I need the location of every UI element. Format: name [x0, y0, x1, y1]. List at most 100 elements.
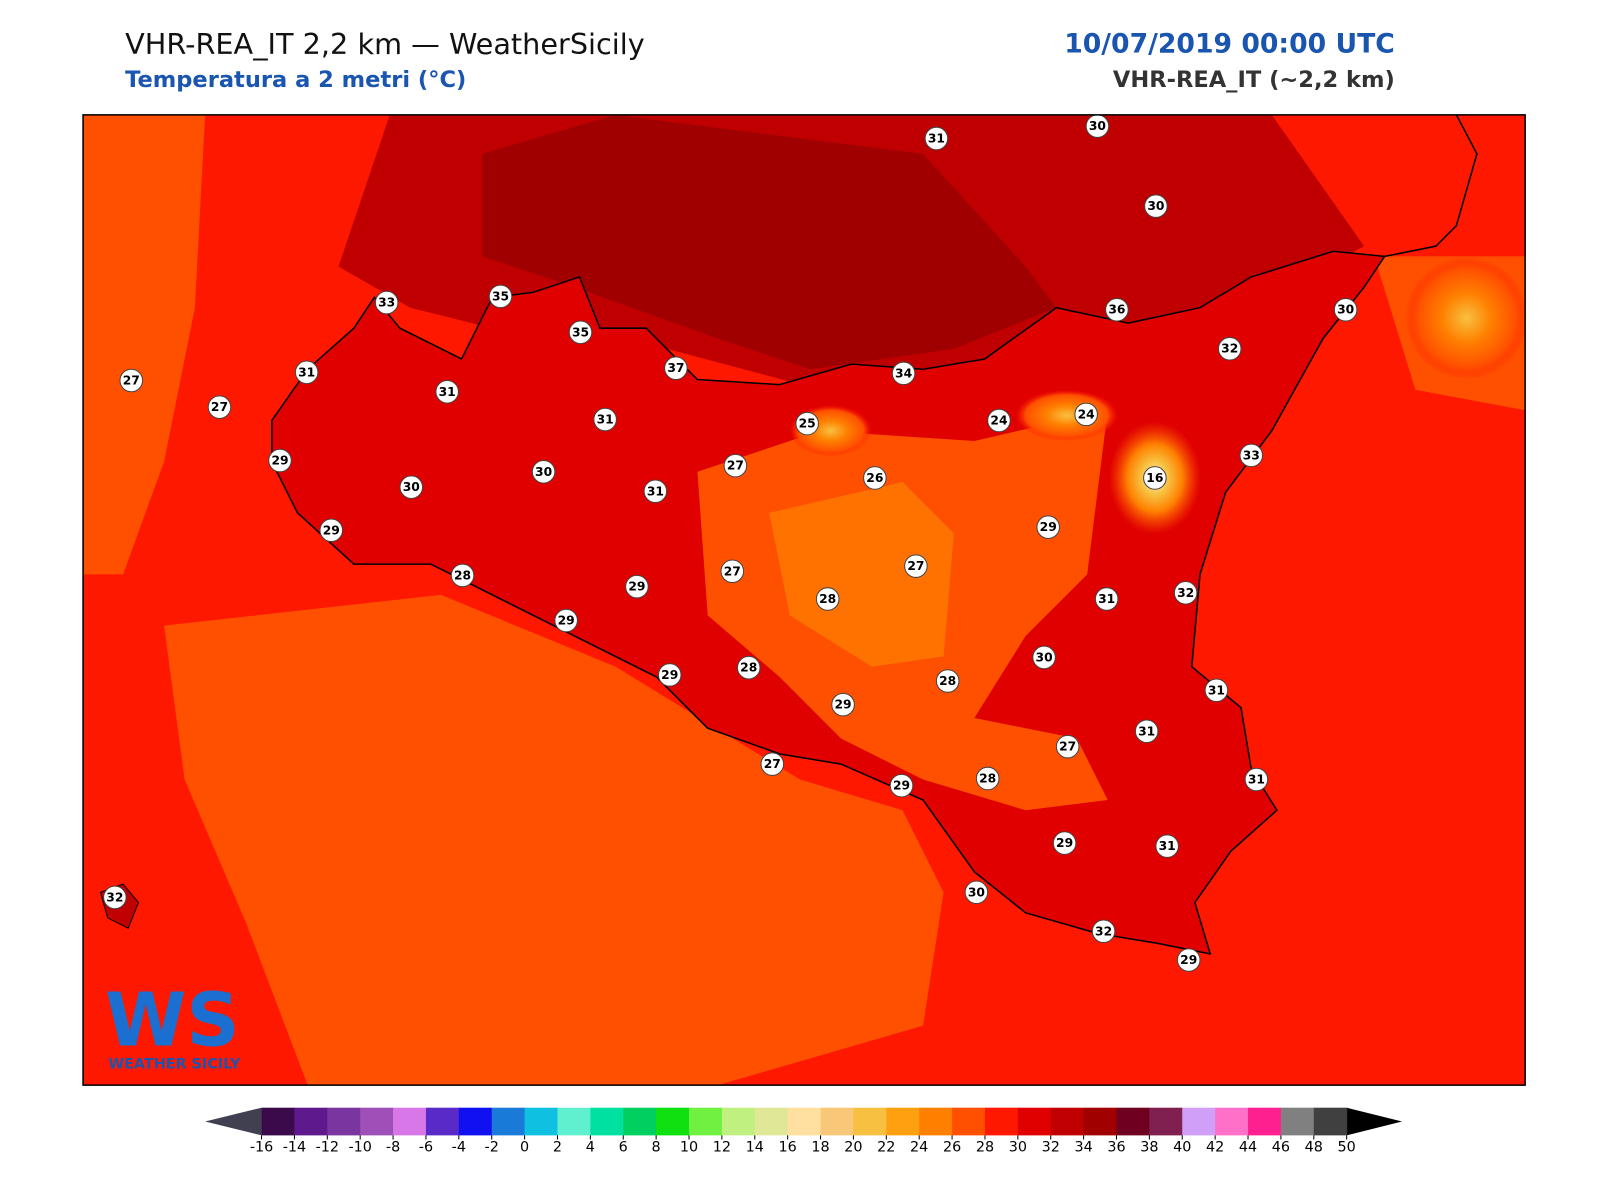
- station-marker: [664, 356, 688, 380]
- colorbar-bin: [919, 1107, 953, 1136]
- station-value: 28: [979, 771, 996, 785]
- station: 31: [1204, 678, 1229, 703]
- station-value: 29: [558, 614, 575, 628]
- station-value: 29: [1040, 520, 1057, 534]
- colorbar-tick-label: 2: [553, 1140, 562, 1156]
- station: 27: [119, 368, 144, 393]
- station-marker: [720, 559, 745, 584]
- station-value: 27: [907, 559, 924, 573]
- station: 30: [531, 460, 556, 484]
- station-marker: [831, 692, 855, 717]
- station-value: 31: [439, 385, 456, 399]
- station-value: 28: [819, 592, 836, 606]
- station-marker: [450, 563, 475, 588]
- colorbar-bin: [524, 1107, 558, 1136]
- station: 30: [1333, 297, 1358, 322]
- station: 31: [294, 360, 319, 385]
- station-value: 24: [990, 414, 1007, 428]
- station-marker: [935, 669, 960, 693]
- station: 31: [435, 380, 459, 404]
- station-value: 28: [939, 674, 956, 688]
- colorbar-bin: [1215, 1107, 1249, 1136]
- station: 24: [1074, 402, 1098, 427]
- colorbar-tick-label: 46: [1272, 1140, 1290, 1156]
- station-value: 27: [211, 400, 228, 414]
- station-value: 31: [1159, 839, 1176, 853]
- station: 16: [1143, 466, 1167, 490]
- station: 27: [904, 554, 928, 578]
- colorbar-tick-label: 36: [1107, 1140, 1125, 1156]
- station-value: 31: [1208, 683, 1225, 697]
- station-marker: [531, 460, 556, 484]
- colorbar-bin: [656, 1107, 690, 1136]
- station-value: 31: [1248, 772, 1265, 786]
- colorbar-tick-label: 32: [1042, 1140, 1060, 1156]
- station-value: 31: [1098, 592, 1115, 606]
- station-value: 32: [1095, 924, 1112, 938]
- station-marker: [399, 475, 424, 499]
- station-marker: [1105, 297, 1129, 322]
- logo-name: WEATHER SICILY: [108, 1057, 241, 1073]
- station-value: 27: [123, 374, 140, 388]
- station-marker: [987, 408, 1011, 433]
- station-marker: [760, 752, 785, 776]
- colorbar-bin: [623, 1107, 657, 1136]
- station-marker: [1144, 194, 1168, 218]
- model: VHR-REA_IT (~2,2 km): [1113, 67, 1395, 93]
- colorbar-tick-label: 28: [976, 1140, 994, 1156]
- colorbar-bin: [787, 1107, 822, 1136]
- station: 28: [450, 563, 475, 588]
- station-value: 16: [1146, 471, 1163, 485]
- station: 30: [399, 475, 424, 499]
- station-marker: [554, 608, 578, 633]
- colorbar-tick-label: 48: [1305, 1140, 1323, 1156]
- station: 29: [889, 773, 914, 798]
- station-value: 37: [667, 361, 684, 375]
- station-value: 30: [535, 465, 552, 479]
- station: 34: [891, 361, 916, 386]
- station-value: 31: [1138, 724, 1155, 738]
- station-value: 27: [727, 459, 744, 473]
- station-marker: [889, 773, 914, 798]
- station-marker: [207, 395, 232, 419]
- colorbar-bin: [1083, 1107, 1118, 1136]
- station: 28: [935, 669, 960, 693]
- station: 33: [1239, 443, 1264, 468]
- station: 29: [319, 518, 344, 543]
- station-marker: [1091, 919, 1116, 944]
- colorbar-tick-label: 18: [811, 1140, 829, 1156]
- station-value: 29: [661, 668, 678, 682]
- station: 30: [1032, 645, 1056, 670]
- station: 37: [664, 356, 688, 380]
- station-value: 31: [298, 365, 315, 379]
- colorbar-bin: [360, 1107, 394, 1136]
- logo: WS WEATHER SICILY: [105, 978, 241, 1073]
- colorbar-bin: [294, 1107, 328, 1136]
- colorbar-tick-label: 40: [1173, 1140, 1191, 1156]
- station-value: 29: [323, 523, 340, 537]
- station: 26: [863, 466, 887, 490]
- colorbar-tick-label: 44: [1239, 1140, 1257, 1156]
- station-value: 27: [764, 757, 781, 771]
- station: 31: [1094, 587, 1119, 611]
- station-value: 27: [724, 564, 741, 578]
- station-marker: [736, 655, 761, 680]
- colorbar-bin: [1313, 1107, 1348, 1136]
- station: 28: [815, 587, 840, 611]
- station-value: 32: [106, 890, 123, 904]
- colorbar-bin: [1280, 1107, 1315, 1136]
- colorbar-bin: [1116, 1107, 1150, 1136]
- colorbar-tick-label: -6: [419, 1140, 433, 1156]
- logo-mark: WS: [105, 978, 240, 1064]
- colorbar-tick-label: 14: [746, 1140, 764, 1156]
- station: 31: [1155, 834, 1179, 858]
- colorbar-tick-label: -12: [316, 1140, 339, 1156]
- station-marker: [723, 453, 748, 478]
- station-marker: [1244, 767, 1269, 792]
- colorbar-tick-label: 30: [1009, 1140, 1027, 1156]
- station-marker: [1204, 678, 1229, 703]
- colorbar-tick-label: 38: [1140, 1140, 1158, 1156]
- station-marker: [891, 361, 916, 386]
- colorbar-tick-label: 4: [586, 1140, 595, 1156]
- station: 28: [736, 655, 761, 680]
